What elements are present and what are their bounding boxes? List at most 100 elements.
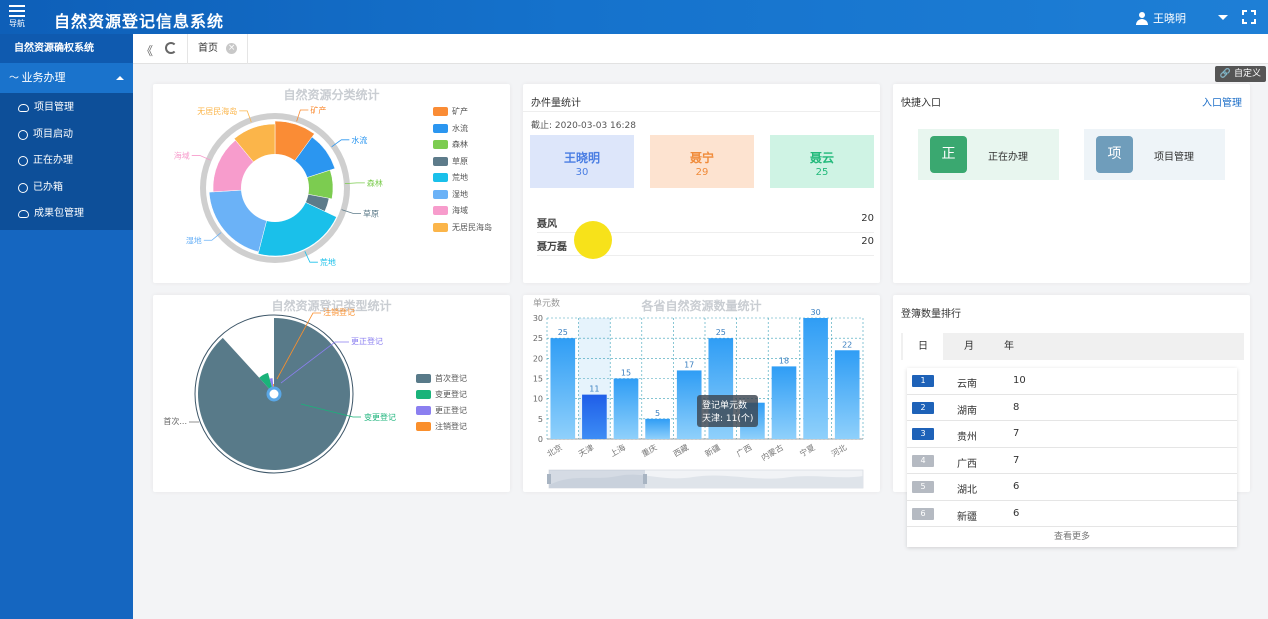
legend-item[interactable]: 注销登记 [416,421,467,432]
legend-item[interactable]: 变更登记 [416,389,467,400]
pie-label-line [331,139,350,148]
tab-day[interactable]: 日 [903,333,943,360]
bar-value-label: 18 [779,356,789,365]
zoom-slider-window[interactable] [549,470,645,488]
sidebar-item-in-progress[interactable]: 正在办理 [0,148,133,175]
tab-home[interactable]: 首页 × [187,34,249,64]
user-menu[interactable]: 王晓明 [1136,10,1186,26]
sidebar-item-result-package[interactable]: 成果包管理 [0,201,133,228]
zoom-handle-left[interactable] [547,474,551,484]
view-more-link[interactable]: 查看更多 [1053,532,1090,542]
list-item[interactable]: 5 湖北 6 [907,474,1237,501]
stats-date: 截止: 2020-03-03 16:28 [531,121,636,131]
bar-value-label: 25 [716,328,726,337]
close-icon[interactable]: × [226,42,238,54]
stat-box[interactable]: 王晓明 30 [530,135,634,188]
card-title: 办件量统计 [531,98,581,109]
rank-badge: 4 [912,454,934,467]
bar-宁夏[interactable] [803,318,828,439]
stat-row-value: 20 [861,213,874,224]
resource-classification-card: 自然资源分类统计 矿产 水流 森林 草原 荒地 湿地 海域 无居民海岛 矿产 水流 森林 草原 荒地湿… [153,84,510,283]
caret-down-icon[interactable] [1218,15,1228,20]
stat-box[interactable]: 聂云 25 [770,135,874,188]
province-bar-chart: 单元数 0 5 10 15 20 25 30 25 北京 11 天津 15 上海 5 重庆 17 西藏 25 新疆 广西… [533,297,864,489]
rank-name: 云南 [957,379,977,390]
legend-item[interactable]: 更正登记 [416,405,467,416]
legend-swatch [433,206,448,215]
legend-label: 矿产 [452,107,468,116]
bar-重庆[interactable] [645,418,670,439]
user-icon [1136,11,1148,25]
ranking-tabs: 日 月 年 [901,333,1244,360]
sidebar-item-label: 项目管理 [34,102,74,113]
legend-item[interactable]: 无居民海岛 [433,222,492,233]
legend-item[interactable]: 海域 [433,205,468,216]
x-tick-label: 重庆 [640,442,659,459]
sidebar-item-label: 正在办理 [33,155,73,166]
nav-toggle-button[interactable]: 导航 [6,3,28,31]
legend-item[interactable]: 湿地 [433,189,468,200]
cloud-icon [18,210,29,219]
bar-上海[interactable] [613,378,639,440]
sidebar-item-project-start[interactable]: 项目启动 [0,122,133,149]
quick-tile-in-progress[interactable]: 正 正在办理 [918,129,1059,180]
customize-button[interactable]: 🔗 自定义 [1214,66,1266,82]
menu-group-business[interactable]: 〜 业务办理 [0,63,133,93]
sidebar-item-done-box[interactable]: 已办箱 [0,175,133,202]
x-tick-label: 西藏 [671,442,690,459]
workload-stats-card: 办件量统计 截止: 2020-03-03 16:28 王晓明 30 聂宁 29 聂云 25… [523,84,880,283]
entry-manage-link[interactable]: 入口管理 [1202,98,1242,109]
bar-内蒙古[interactable] [771,366,797,439]
bar-天津[interactable] [582,394,607,439]
legend-swatch [433,156,448,166]
pie-label-line [239,110,252,123]
legend-label: 湿地 [452,189,468,199]
list-item[interactable]: 3 贵州 7 [907,421,1237,448]
sidebar-item-project-manage[interactable]: 项目管理 [0,95,133,122]
rank-value: 7 [1013,454,1020,466]
tooltip-box [697,395,758,427]
legend-item[interactable]: 首次登记 [416,373,467,384]
stat-row: 聂风 20 [537,213,874,233]
rank-value: 8 [1013,401,1020,413]
bar-北京[interactable] [550,338,576,439]
refresh-icon[interactable] [165,42,177,54]
pie-slice-label: 矿产 [310,105,326,115]
zoom-slider-shadow [549,474,863,488]
tab-month[interactable]: 月 [964,341,974,352]
stat-row-value: 20 [861,236,874,247]
x-tick-label: 新疆 [703,442,722,459]
list-item[interactable]: 4 广西 7 [907,448,1237,474]
quick-tile-project-manage[interactable]: 项 项目管理 [1084,129,1225,180]
legend-item[interactable]: 荒地 [433,172,468,183]
stat-box[interactable]: 聂宁 29 [650,135,754,188]
list-item[interactable]: 2 湖南 8 [907,395,1237,421]
stat-row-name: 聂风 [537,219,557,230]
tab-year[interactable]: 年 [1004,341,1014,352]
pie2-label-line [280,341,349,384]
list-item[interactable]: 6 新疆 6 [907,501,1237,527]
legend-item[interactable]: 森林 [433,139,468,150]
top-header: 导航 自然资源登记信息系统 王晓明 [0,0,1268,34]
pie2-slice-label: 注销登记 [323,307,355,317]
pie-label-line [191,155,211,161]
pie-slice-label: 森林 [367,178,383,188]
pie-slice-label: 水流 [351,135,367,145]
legend-item[interactable]: 草原 [433,156,468,167]
collapse-left-icon[interactable]: 《 [141,44,154,58]
system-title: 自然资源确权系统 [0,34,133,63]
bar-河北[interactable] [834,350,860,439]
rank-name: 广西 [957,458,977,470]
app-title: 自然资源登记信息系统 [54,12,225,31]
legend-item[interactable]: 水流 [433,123,468,134]
x-tick-label: 天津 [577,442,596,459]
fullscreen-icon[interactable] [1242,10,1256,24]
list-item[interactable]: 1 云南 10 [907,368,1237,395]
legend-item[interactable]: 矿产 [433,106,468,117]
legend-label: 海域 [452,206,468,215]
nav-label: 导航 [9,19,25,28]
legend-swatch [433,222,448,232]
rank-badge: 6 [912,507,934,520]
rank-name: 湖南 [957,405,977,417]
zoom-handle-right[interactable] [643,474,647,484]
